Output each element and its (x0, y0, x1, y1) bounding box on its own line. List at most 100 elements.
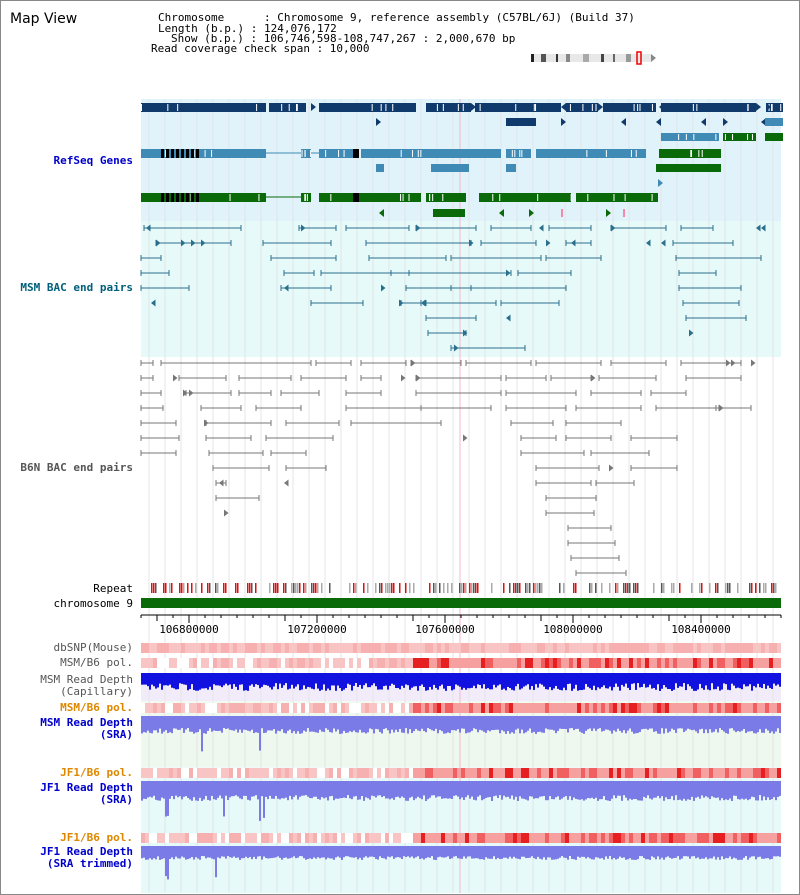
read-depth-bar (759, 673, 761, 688)
read-depth-bar (777, 781, 779, 797)
heat-cell (773, 833, 777, 843)
read-depth-bar (753, 673, 755, 687)
read-depth-bar (335, 846, 337, 858)
read-depth-bar (749, 781, 751, 800)
heat-cell (513, 833, 517, 843)
read-depth-bar (155, 781, 157, 800)
heat-cell (341, 768, 345, 778)
heat-cell (453, 643, 457, 653)
read-depth-bar (595, 716, 597, 731)
read-depth-bar (589, 781, 591, 799)
read-depth-bar (719, 716, 721, 729)
heat-cell (557, 658, 561, 668)
read-depth-bar (675, 673, 677, 684)
read-depth-bar (741, 673, 743, 690)
gene-intron-tick (165, 150, 167, 157)
repeat-element (163, 583, 165, 593)
read-depth-bar (297, 716, 299, 732)
heat-cell (325, 833, 329, 843)
heat-cell (321, 658, 325, 668)
read-depth-bar (491, 716, 493, 731)
heat-cell (297, 768, 301, 778)
heat-cell (209, 768, 213, 778)
read-depth-bar (623, 716, 625, 731)
read-depth-bar (169, 781, 171, 799)
gene-intron-tick (479, 104, 481, 111)
read-depth-bar (563, 673, 565, 688)
heat-cell (697, 768, 701, 778)
read-depth-bar (643, 846, 645, 858)
read-depth-bar (441, 781, 443, 799)
read-depth-bar (561, 716, 563, 729)
gene-exon-block (319, 193, 421, 202)
heat-cell (389, 703, 393, 713)
read-depth-bar (311, 716, 313, 732)
heat-cell (493, 658, 497, 668)
read-depth-bar (627, 846, 629, 860)
read-depth-bar (487, 846, 489, 859)
heat-cell (633, 768, 637, 778)
heat-cell (485, 833, 489, 843)
repeat-element (459, 583, 461, 593)
read-depth-bar (587, 781, 589, 798)
read-depth-bar (493, 846, 495, 857)
heat-cell (489, 768, 493, 778)
read-depth-bar (279, 846, 281, 858)
gene-strand-arrow (731, 359, 736, 367)
read-depth-bar (433, 673, 435, 685)
heat-cell (653, 703, 657, 713)
gene-strand-arrow (606, 209, 611, 217)
gene-dense-exon (196, 149, 199, 158)
read-depth-bar (325, 716, 327, 729)
heat-cell (181, 833, 185, 843)
heat-cell (153, 833, 157, 843)
read-depth-bar (461, 846, 463, 859)
read-depth-bar (239, 673, 241, 685)
heat-cell (337, 658, 341, 668)
coverage-span-info: Read coverage check span : 10,000 (151, 42, 370, 55)
heat-cell (349, 768, 353, 778)
read-depth-bar (249, 846, 251, 858)
gene-strand-arrow (756, 224, 761, 232)
heat-cell (537, 658, 541, 668)
gene-strand-arrow (471, 103, 476, 111)
read-depth-bar (369, 716, 371, 729)
read-depth-bar (771, 781, 773, 800)
heat-cell (777, 643, 781, 653)
read-depth-bar (501, 716, 503, 731)
read-depth-bar (353, 781, 355, 797)
read-depth-bar (603, 673, 605, 686)
heat-cell (389, 833, 393, 843)
read-depth-bar (339, 781, 341, 799)
read-depth-bar (719, 673, 721, 691)
heat-cell (689, 768, 693, 778)
gene-dense-exon (176, 193, 179, 202)
read-depth-bar (759, 716, 761, 730)
read-depth-bar (647, 673, 649, 688)
read-depth-bar (383, 781, 385, 797)
read-depth-bar (727, 846, 729, 859)
read-depth-bar (389, 716, 391, 734)
repeat-element (715, 583, 717, 593)
read-depth-bar (727, 673, 729, 690)
read-depth-bar (479, 846, 481, 860)
read-depth-bar (497, 716, 499, 730)
read-depth-bar (237, 781, 239, 797)
gene-strand-arrow (416, 374, 421, 382)
read-depth-bar (427, 673, 429, 691)
read-depth-bar (691, 673, 693, 689)
read-depth-bar (251, 846, 253, 860)
heat-cell (569, 768, 573, 778)
heat-cell (217, 658, 221, 668)
repeat-element (399, 583, 401, 593)
heat-cell (441, 643, 445, 653)
chromosome-ideogram (531, 54, 651, 62)
gene-exon-block (426, 103, 471, 112)
heat-cell (461, 643, 465, 653)
read-depth-bar (713, 673, 715, 690)
track-label-jf1-trim: JF1 Read Depth (40, 845, 133, 858)
heat-cell (437, 703, 441, 713)
read-depth-bar (541, 673, 543, 685)
read-depth-bar (305, 673, 307, 689)
